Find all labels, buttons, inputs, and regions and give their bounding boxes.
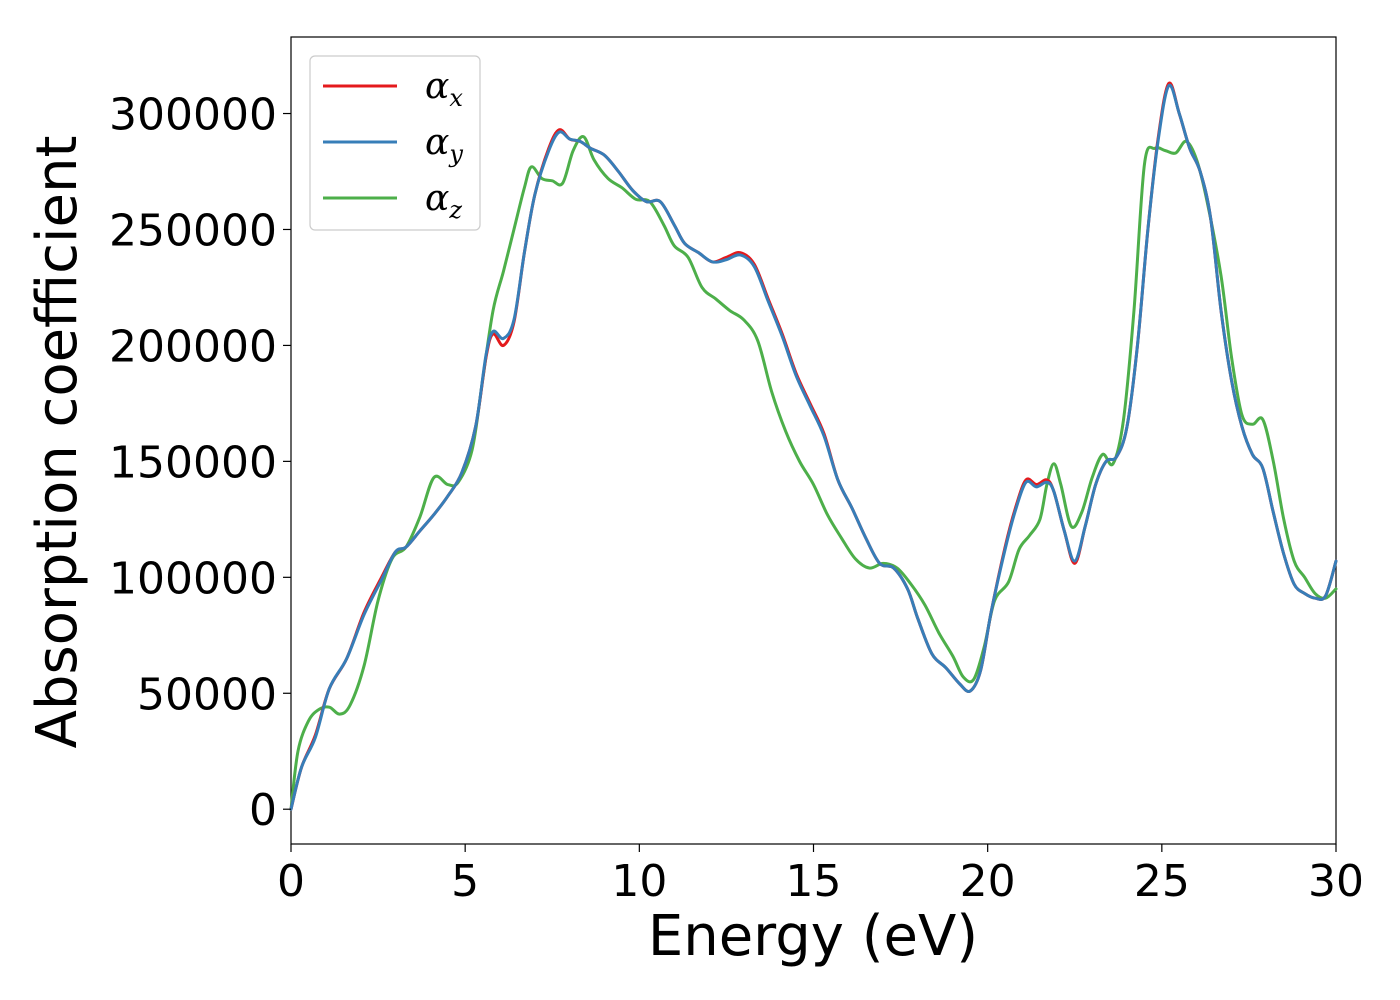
- x-tick-label: 15: [786, 856, 842, 907]
- y-tick-label: 200000: [109, 321, 277, 372]
- series-layer: [289, 81, 1338, 811]
- series-line-z: [289, 135, 1338, 811]
- x-tick-label: 0: [277, 856, 305, 907]
- x-axis: 0 5 10 15 20 25 30: [277, 844, 1364, 907]
- y-tick-label: 100000: [109, 553, 277, 604]
- y-tick-label: 0: [249, 785, 277, 836]
- y-axis-title: Absorption coefficient: [25, 136, 90, 749]
- legend-label-z: αz: [425, 178, 462, 224]
- y-axis: 0 50000 100000 150000 200000 250000 300000: [109, 90, 291, 836]
- x-tick-label: 10: [611, 856, 667, 907]
- y-tick-label: 50000: [137, 669, 277, 720]
- x-tick-label: 20: [960, 856, 1016, 907]
- y-tick-label: 250000: [109, 205, 277, 256]
- x-tick-label: 5: [451, 856, 479, 907]
- legend-label-y: αy: [425, 122, 463, 168]
- x-axis-title: Energy (eV): [648, 904, 978, 969]
- legend-label-x: αx: [425, 66, 463, 112]
- y-tick-label: 150000: [109, 437, 277, 488]
- y-tick-label: 300000: [109, 90, 277, 141]
- x-tick-label: 30: [1308, 856, 1364, 907]
- legend: αx αy αz: [309, 55, 481, 231]
- series-line-y: [289, 83, 1338, 811]
- x-tick-label: 25: [1134, 856, 1190, 907]
